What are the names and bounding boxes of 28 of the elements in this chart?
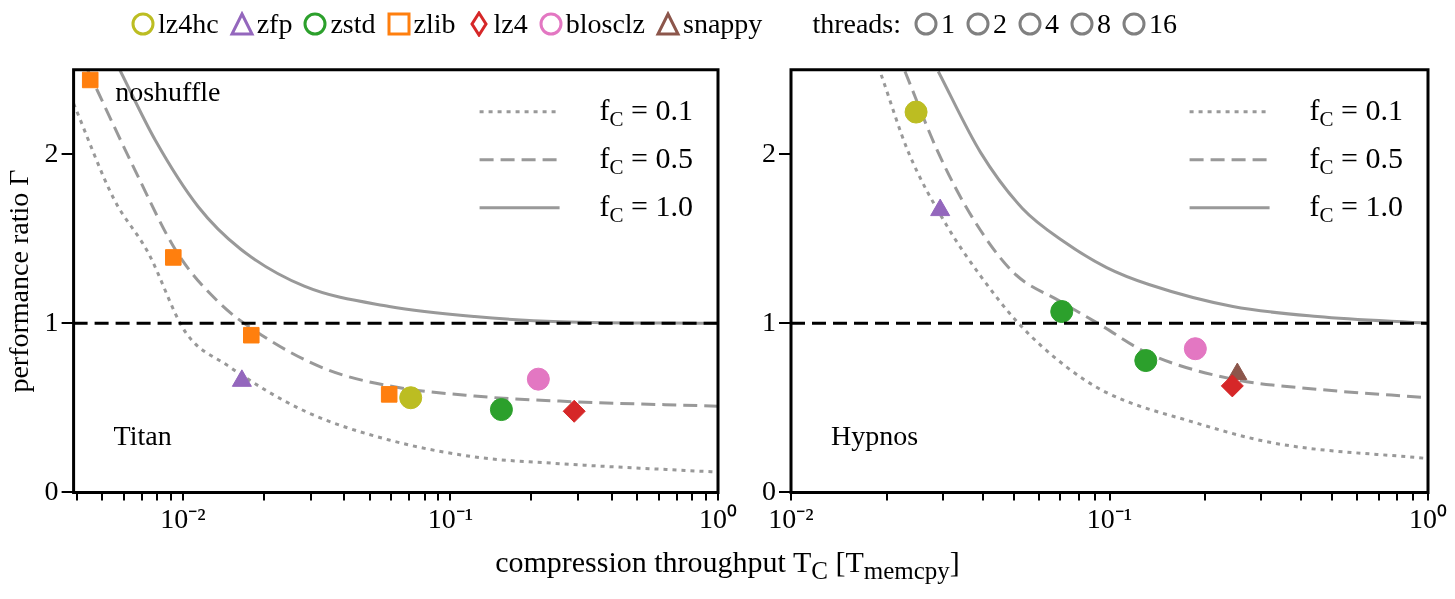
y-axis-title: performance ratio Γ [3, 169, 35, 393]
annotation: noshuffle [115, 76, 221, 108]
x-tick-label: 10⁻¹ [1086, 502, 1133, 534]
legend-label: lz4hc [158, 8, 219, 40]
legend-label: 4 [1045, 8, 1060, 40]
y-tick-label: 0 [44, 474, 59, 506]
annotation: Titan [113, 419, 172, 451]
legend-label: lz4 [493, 8, 528, 40]
y-tick-label: 2 [44, 136, 59, 168]
legend-label: 1 [941, 8, 956, 40]
legend-label: zlib [413, 8, 456, 40]
legend-label: blosclz [565, 8, 646, 40]
y-tick-label: 1 [762, 305, 776, 337]
legend-label: zfp [256, 8, 293, 40]
legend-title: threads: [812, 8, 902, 40]
x-tick-label: 10⁻¹ [427, 502, 474, 534]
y-tick-label: 1 [44, 305, 59, 337]
x-axis-title: compression throughput T$_{C}$ [T$_{memcpy}$] [494, 545, 961, 585]
legend-label: 2 [993, 8, 1008, 40]
y-tick-label: 2 [762, 136, 776, 168]
x-tick-label: 10⁻² [160, 502, 206, 534]
legend-label: snappy [683, 8, 763, 40]
legend-label: 8 [1097, 8, 1112, 40]
legend-label: zstd [330, 8, 376, 40]
x-tick-label: 10⁰ [699, 502, 737, 534]
x-tick-label: 10⁰ [1409, 502, 1447, 534]
legend-label: 16 [1149, 8, 1178, 40]
annotation: Hypnos [831, 419, 919, 451]
